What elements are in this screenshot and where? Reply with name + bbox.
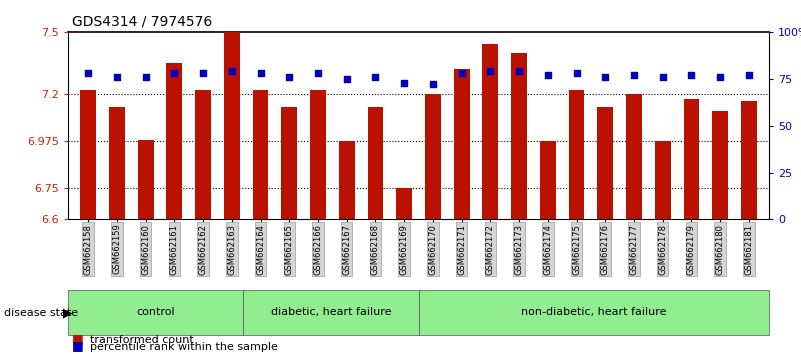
Bar: [425, 95, 441, 219]
Text: percentile rank within the sample: percentile rank within the sample: [90, 342, 278, 352]
Point: [283, 74, 296, 80]
Point: [426, 81, 439, 87]
Text: non-diabetic, heart failure: non-diabetic, heart failure: [521, 307, 666, 318]
Point: [685, 72, 698, 78]
Bar: [368, 107, 384, 219]
Bar: [310, 90, 326, 219]
Text: ■: ■: [72, 339, 84, 352]
Point: [82, 70, 95, 76]
Point: [139, 74, 152, 80]
Point: [312, 70, 324, 76]
Point: [627, 72, 640, 78]
Point: [340, 76, 353, 81]
Bar: [569, 90, 585, 219]
Bar: [138, 140, 154, 219]
Bar: [396, 188, 412, 219]
Point: [455, 70, 468, 76]
Text: disease state: disease state: [4, 308, 78, 318]
Bar: [741, 101, 757, 219]
Bar: [683, 98, 699, 219]
Bar: [453, 69, 469, 219]
Point: [398, 80, 411, 85]
Point: [369, 74, 382, 80]
Bar: [252, 90, 268, 219]
Point: [599, 74, 612, 80]
Point: [714, 74, 727, 80]
Bar: [712, 111, 728, 219]
Text: control: control: [136, 307, 175, 318]
Bar: [167, 63, 183, 219]
Text: transformed count: transformed count: [90, 335, 194, 345]
Point: [743, 72, 755, 78]
Text: ▶: ▶: [63, 307, 73, 320]
Bar: [281, 107, 297, 219]
Bar: [540, 141, 556, 219]
Bar: [598, 107, 613, 219]
Bar: [80, 90, 96, 219]
Bar: [626, 95, 642, 219]
Bar: [224, 32, 239, 219]
Bar: [654, 141, 670, 219]
Point: [656, 74, 669, 80]
Bar: [339, 141, 355, 219]
Point: [225, 68, 238, 74]
Point: [541, 72, 554, 78]
Bar: [109, 107, 125, 219]
Point: [168, 70, 181, 76]
Bar: [511, 53, 527, 219]
Point: [570, 70, 583, 76]
Bar: [195, 90, 211, 219]
Point: [197, 70, 210, 76]
Point: [111, 74, 123, 80]
Bar: [482, 44, 498, 219]
Point: [484, 68, 497, 74]
Text: GDS4314 / 7974576: GDS4314 / 7974576: [72, 14, 212, 28]
Point: [254, 70, 267, 76]
Text: ■: ■: [72, 332, 84, 345]
Text: diabetic, heart failure: diabetic, heart failure: [271, 307, 391, 318]
Point: [513, 68, 525, 74]
